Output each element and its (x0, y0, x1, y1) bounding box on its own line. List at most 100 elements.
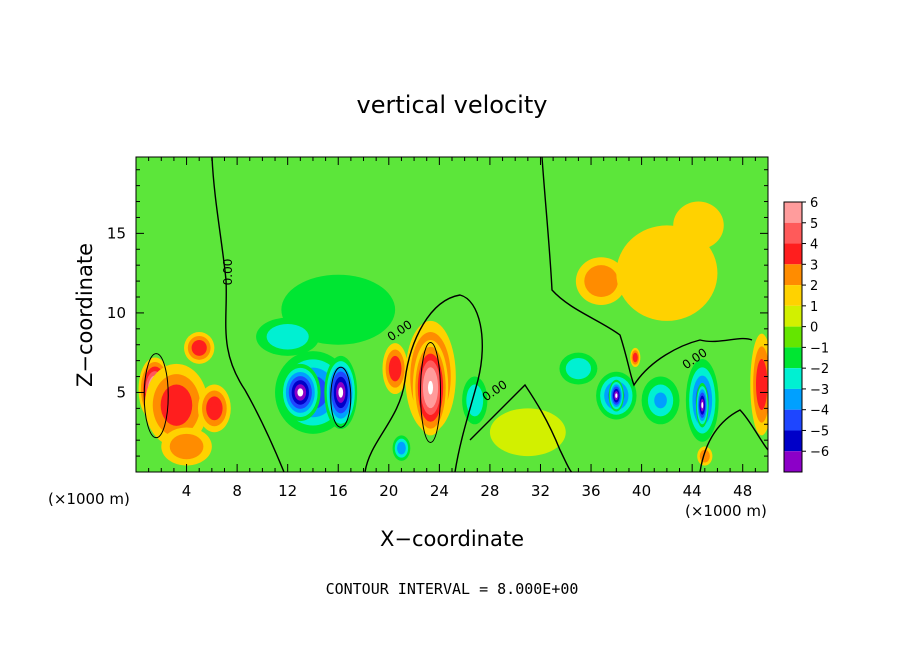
velocity-cell (382, 343, 408, 395)
x-tick-label: 36 (581, 482, 600, 500)
velocity-field: 0.000.000.000.00 (138, 157, 768, 472)
zero-contour-line (541, 157, 753, 387)
colorbar-label: 6 (810, 196, 818, 211)
velocity-cell (197, 384, 231, 433)
colorbar-swatch (784, 285, 802, 306)
x-tick-label: 20 (379, 482, 398, 500)
x-tick-label: 24 (430, 482, 449, 500)
zero-contour-line (364, 294, 483, 472)
x-tick-label: 16 (329, 482, 348, 500)
velocity-cell (608, 379, 624, 412)
velocity-contour-fill (615, 393, 618, 398)
colorbar-label: 3 (810, 258, 818, 273)
velocity-contour-fill (685, 213, 712, 238)
velocity-cell (462, 376, 488, 425)
velocity-contour-fill (399, 444, 404, 452)
x-tick-label: 40 (632, 482, 651, 500)
zero-contour-line (699, 409, 768, 472)
colorbar-swatch (784, 430, 802, 452)
velocity-contour-fill (470, 392, 479, 409)
velocity-contour-fill (391, 362, 399, 375)
velocity-contour-fill (168, 394, 185, 416)
colorbar-label: −4 (810, 404, 829, 419)
velocity-cell (641, 376, 680, 425)
colorbar-swatch (784, 243, 802, 265)
velocity-cell (256, 317, 320, 356)
velocity-contour-fill (701, 402, 704, 409)
velocity-cell (616, 225, 718, 321)
x-axis: 4 8 12 16 20 24 28 32 36 40 44 48 (135, 157, 769, 500)
velocity-contour-fill (297, 388, 304, 397)
velocity-contour-fill (758, 371, 765, 398)
velocity-cell (575, 257, 627, 305)
velocity-contour-fill (210, 402, 219, 415)
velocity-cell (559, 352, 598, 385)
x-tick-label: 4 (182, 482, 192, 500)
velocity-contour-fill (572, 363, 585, 374)
colorbar-swatch (784, 409, 802, 431)
x-unit-right: (×1000 m) (685, 502, 767, 520)
velocity-contour-fill (489, 408, 566, 457)
colorbar: 6 5 4 3 2 1 0 −1 −2 −3 −4 −5 −6 (783, 196, 829, 473)
velocity-contour-fill (195, 343, 203, 352)
colorbar-swatch (784, 222, 802, 244)
y-axis: 5 10 15 (107, 169, 768, 457)
inner-contour-line (143, 353, 169, 439)
inner-contour-line (420, 341, 442, 443)
colorbar-swatch (784, 368, 802, 389)
colorbar-label: 0 (810, 321, 818, 336)
colorbar-swatch (784, 347, 802, 369)
colorbar-swatch (784, 326, 802, 348)
velocity-contour-fill (277, 330, 299, 344)
colorbar-label: −1 (810, 341, 829, 356)
velocity-cell (489, 408, 566, 457)
colorbar-label: −6 (810, 445, 829, 460)
contour-label: 0.00 (221, 259, 235, 286)
colorbar-swatch (784, 305, 802, 327)
inner-contour-line (330, 366, 352, 428)
velocity-cell (695, 382, 709, 428)
y-tick-label: 10 (107, 304, 126, 322)
velocity-cell (750, 333, 768, 436)
velocity-contour-fill (634, 355, 637, 360)
x-unit-left: (×1000 m) (48, 490, 130, 508)
chart-title: vertical velocity (357, 91, 548, 119)
velocity-contour-fill (641, 249, 693, 297)
colorbar-label: 2 (810, 279, 818, 294)
x-tick-label: 48 (733, 482, 752, 500)
velocity-contour-fill (338, 387, 344, 398)
velocity-contour-fill (592, 273, 610, 290)
colorbar-label: −5 (810, 424, 829, 439)
zero-contour-line (211, 157, 285, 472)
x-tick-label: 32 (531, 482, 550, 500)
y-tick-label: 15 (107, 224, 126, 242)
colorbar-label: 1 (810, 300, 818, 315)
y-tick-label: 5 (116, 383, 126, 401)
colorbar-swatch (784, 264, 802, 286)
velocity-contour-fill (178, 440, 195, 453)
colorbar-swatch (784, 202, 802, 223)
y-axis-label: Z−coordinate (73, 243, 97, 387)
x-tick-label: 44 (683, 482, 702, 500)
x-tick-label: 28 (480, 482, 499, 500)
velocity-cell (697, 446, 713, 466)
x-axis-label: X−coordinate (380, 527, 524, 551)
contour-interval-footer: CONTOUR INTERVAL = 8.000E+00 (326, 580, 579, 598)
x-tick-label: 12 (278, 482, 297, 500)
colorbar-label: 5 (810, 217, 818, 232)
velocity-cell (144, 363, 209, 447)
velocity-contour-fill (654, 392, 667, 409)
colorbar-swatch (784, 451, 802, 472)
colorbar-label: 4 (810, 238, 818, 253)
velocity-cell (673, 201, 724, 250)
zero-contour-line (469, 383, 573, 472)
velocity-cell (161, 427, 212, 466)
velocity-cell (392, 435, 411, 461)
velocity-cell (412, 339, 449, 436)
plot-area: 0.000.000.000.00 (135, 156, 769, 473)
velocity-cell (630, 347, 641, 368)
colorbar-label: −3 (810, 383, 829, 398)
colorbar-label: −2 (810, 362, 829, 377)
velocity-cell (184, 332, 215, 364)
